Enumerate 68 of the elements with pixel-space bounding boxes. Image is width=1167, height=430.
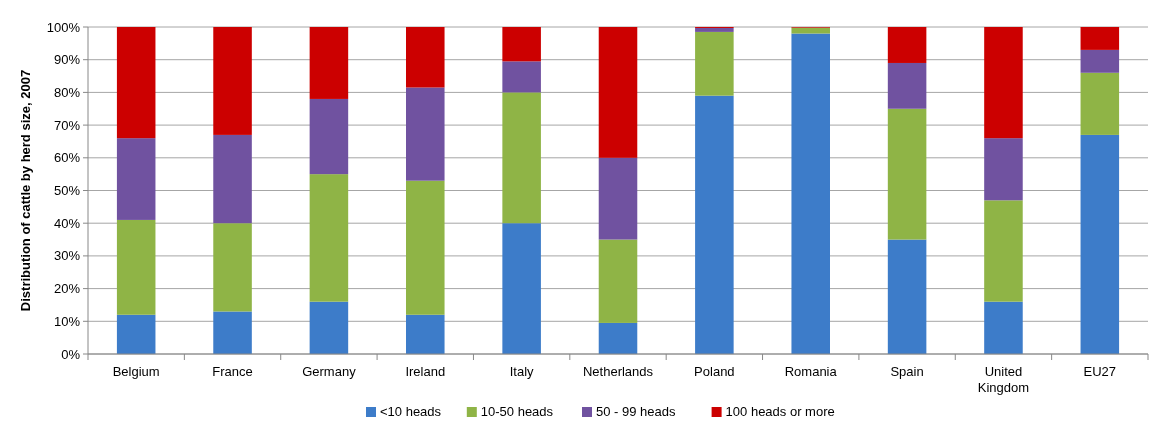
y-axis-title: Distribution of cattle by herd size, 2007 — [18, 69, 33, 312]
bar — [213, 134, 252, 224]
bar — [309, 98, 349, 175]
bar — [887, 239, 927, 354]
bar — [406, 27, 445, 88]
bar — [695, 31, 734, 96]
legend-label: <10 heads — [380, 404, 442, 419]
bar — [406, 87, 445, 181]
bar — [116, 314, 156, 354]
x-tick-label: Ireland — [405, 364, 446, 379]
bar — [695, 27, 734, 32]
y-tick-label: 20% — [53, 281, 81, 297]
bar — [1080, 134, 1120, 354]
bar — [1080, 49, 1120, 73]
x-tick-label: Netherlands — [582, 364, 654, 379]
bar — [695, 95, 734, 354]
legend-label: 10-50 heads — [480, 404, 554, 419]
bar — [887, 27, 927, 63]
bar — [598, 239, 638, 323]
x-tick-label: France — [212, 364, 253, 379]
bar — [213, 311, 252, 354]
bar — [309, 27, 349, 99]
y-tick-label: 70% — [53, 117, 81, 133]
bar — [502, 92, 541, 224]
bar — [213, 223, 252, 312]
bar — [116, 27, 156, 139]
x-tick-label: Poland — [694, 364, 735, 379]
bar — [406, 314, 445, 354]
bar — [406, 180, 445, 315]
y-tick-label: 10% — [53, 313, 81, 329]
bar — [887, 108, 927, 240]
y-tick-label: 80% — [53, 84, 81, 100]
bar — [984, 200, 1023, 302]
bar — [598, 27, 638, 158]
bar — [502, 27, 541, 62]
bar — [791, 27, 830, 34]
bar — [502, 223, 541, 354]
y-tick-label: 0% — [61, 346, 81, 362]
y-tick-label: 50% — [53, 183, 81, 199]
bar — [309, 301, 349, 354]
bar — [598, 157, 638, 240]
y-tick-label: 100% — [46, 19, 81, 35]
x-tick-label: United Kingdom — [977, 364, 1030, 395]
bar — [116, 138, 156, 220]
legend-label: 100 heads or more — [725, 404, 835, 419]
x-tick-label: Belgium — [112, 364, 160, 379]
bar — [502, 61, 541, 93]
bar — [1080, 72, 1120, 135]
x-tick-label: Spain — [890, 364, 924, 379]
bar — [1080, 27, 1120, 50]
bar — [887, 62, 927, 109]
bar — [116, 219, 156, 315]
bar — [984, 27, 1023, 139]
bar — [984, 301, 1023, 354]
bar — [598, 322, 638, 354]
x-tick-label: Romania — [784, 364, 838, 379]
y-tick-label: 30% — [53, 248, 81, 264]
bar — [984, 138, 1023, 201]
legend-label: 50 - 99 heads — [596, 404, 676, 419]
x-tick-label: EU27 — [1083, 364, 1117, 379]
bar — [213, 27, 252, 135]
x-tick-label: Italy — [509, 364, 535, 379]
y-tick-label: 60% — [53, 150, 81, 166]
bar — [791, 33, 830, 354]
bar — [309, 174, 349, 302]
x-tick-label: Germany — [302, 364, 357, 379]
y-tick-label: 90% — [53, 52, 81, 68]
y-tick-label: 40% — [53, 215, 81, 231]
